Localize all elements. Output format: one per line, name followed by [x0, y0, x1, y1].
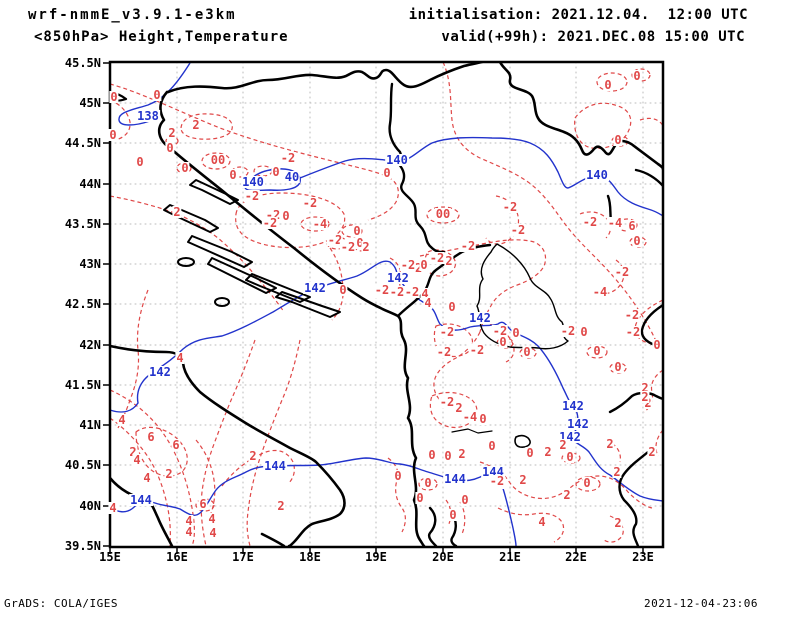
grads-credit: GrADS: COLA/IGES: [4, 597, 118, 610]
graticule-grid: [109, 61, 664, 548]
creation-timestamp: 2021-12-04-23:06: [644, 597, 758, 610]
map-frame: [108, 60, 665, 549]
model-title: wrf-nmmE_v3.9.1-e3km: [28, 7, 237, 23]
initialisation-time: initialisation: 2021.12.04. 12:00 UTC: [408, 7, 748, 23]
axis-tick-marks: [103, 62, 644, 554]
level-variable-subtitle: <850hPa> Height,Temperature: [34, 29, 289, 45]
valid-time: valid(+99h): 2021.DEC.08 15:00 UTC: [441, 29, 745, 45]
